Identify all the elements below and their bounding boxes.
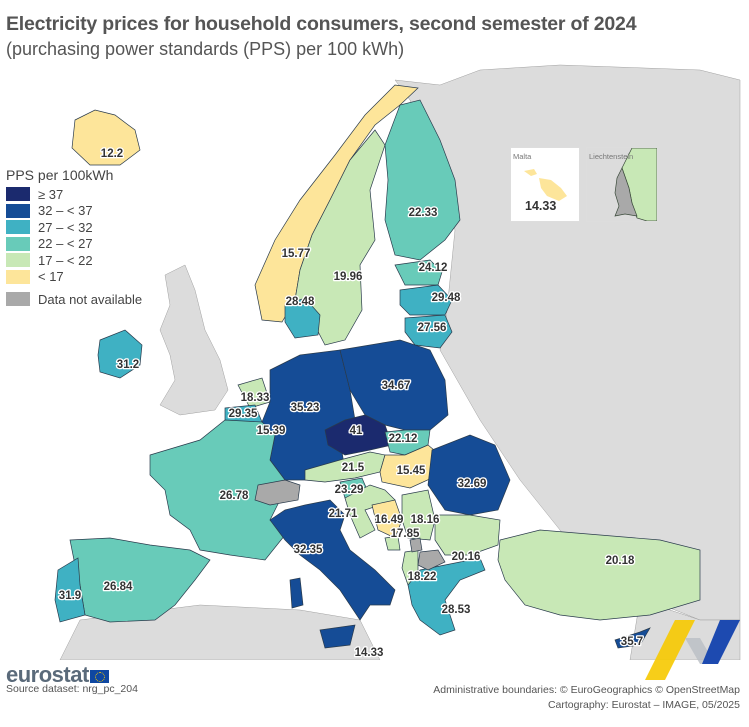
legend-swatch [6, 253, 30, 268]
inset-value: 14.33 [525, 199, 557, 213]
value-label-france: 26.78 [220, 490, 249, 502]
value-label-netherlands: 18.33 [241, 392, 270, 404]
country-italy [269, 499, 396, 649]
legend-item: 32 – < 37 [6, 203, 142, 220]
legend-label: 32 – < 37 [38, 203, 93, 219]
inset-malta: Malta 14.33 [510, 147, 580, 222]
choropleth-labels: 12.2 15.77 19.96 22.33 24.12 29.48 27.56 28.48 3… [58, 147, 645, 660]
value-label-italy: 32.35 [294, 544, 323, 556]
legend-label: Data not available [38, 291, 143, 307]
credit-boundaries: Administrative boundaries: © EuroGeograp… [433, 684, 740, 696]
country-kosovo [409, 537, 423, 553]
value-label-greece: 28.53 [442, 604, 471, 616]
country-bulgaria [434, 514, 501, 556]
legend-item: ≥ 37 [6, 186, 142, 203]
value-label-croatia: 21.71 [329, 508, 358, 520]
country-turkiye [497, 529, 701, 621]
value-label-cyprus: 35.7 [621, 636, 643, 648]
legend-label: ≥ 37 [38, 186, 64, 202]
inset-label: Liechtenstein [589, 152, 634, 161]
map-subtitle: (purchasing power standards (PPS) per 10… [6, 39, 405, 59]
legend-swatch [6, 236, 30, 251]
eurostat-logo: eurostat [6, 662, 109, 688]
country-estonia [394, 259, 443, 286]
value-label-montenegro: 17.85 [391, 528, 420, 540]
value-label-bosnia: 16.49 [375, 514, 404, 526]
liechtenstein-shape [614, 148, 657, 221]
inset-liechtenstein: Liechtenstein [586, 147, 658, 222]
legend-swatch [6, 203, 30, 218]
legend-swatch [6, 269, 30, 284]
value-label-denmark: 28.48 [286, 296, 315, 308]
value-label-hungary: 15.45 [397, 465, 426, 477]
value-label-belgium: 29.35 [229, 408, 258, 420]
country-denmark [284, 297, 321, 339]
value-label-sweden: 19.96 [334, 271, 363, 283]
choropleth-countries [54, 84, 701, 649]
value-label-serbia: 18.16 [411, 514, 440, 526]
eurostat-graphic [645, 620, 740, 680]
legend-label: 17 – < 22 [38, 252, 93, 268]
value-label-poland: 34.67 [382, 380, 411, 392]
value-label-slovenia: 23.29 [335, 484, 364, 496]
legend-swatch [6, 220, 30, 235]
legend-swatch [6, 187, 30, 202]
value-label-luxembourg: 15.39 [257, 425, 286, 437]
value-label-austria: 21.5 [342, 462, 365, 474]
country-northmacedonia [417, 549, 446, 571]
country-uk [159, 264, 229, 416]
country-bosnia [371, 499, 403, 539]
legend-swatch [6, 292, 30, 307]
logo-text: eurostat [6, 662, 89, 687]
country-serbia [401, 489, 436, 541]
legend-label: 22 – < 27 [38, 236, 93, 252]
country-switzerland [254, 479, 301, 506]
legend-item: 22 – < 27 [6, 236, 142, 253]
value-label-finland: 22.33 [409, 207, 438, 219]
legend-item: < 17 [6, 269, 142, 286]
country-romania [427, 434, 511, 516]
map-title: Electricity prices for household consume… [6, 13, 637, 35]
country-finland [384, 99, 461, 261]
legend-item: 27 – < 32 [6, 219, 142, 236]
value-label-bulgaria: 20.16 [452, 551, 481, 563]
country-greece [407, 557, 486, 636]
value-label-turkiye: 20.18 [606, 555, 635, 567]
legend-title: PPS per 100kWh [6, 167, 114, 183]
value-label-estonia: 24.12 [419, 262, 448, 274]
country-sweden [294, 129, 386, 346]
legend-label: 27 – < 32 [38, 219, 93, 235]
inset-label: Malta [513, 152, 532, 161]
value-label-spain: 26.84 [104, 581, 133, 593]
country-lithuania [404, 314, 453, 349]
value-label-iceland: 12.2 [101, 148, 123, 160]
value-label-albania: 18.22 [408, 571, 437, 583]
legend: PPS per 100kWh ≥ 37 32 – < 37 27 – < 32 … [6, 167, 142, 308]
malta-shape [524, 169, 567, 201]
value-label-germany: 35.23 [291, 402, 320, 414]
value-label-czechia: 41 [350, 425, 363, 437]
value-label-romania: 32.69 [458, 478, 487, 490]
legend-label: < 17 [38, 269, 64, 285]
value-label-malta: 14.33 [355, 647, 384, 659]
value-label-latvia: 29.48 [432, 292, 461, 304]
legend-item: 17 – < 22 [6, 252, 142, 269]
credits: Administrative boundaries: © EuroGeograp… [433, 683, 740, 713]
value-label-slovakia: 22.12 [389, 433, 418, 445]
value-label-portugal: 31.9 [59, 590, 81, 602]
credit-cartography: Cartography: Eurostat – IMAGE, 05/2025 [547, 699, 740, 711]
country-portugal [54, 557, 86, 623]
country-montenegro [384, 535, 401, 551]
value-label-ireland: 31.2 [117, 359, 139, 371]
value-label-lithuania: 27.56 [418, 322, 447, 334]
country-iceland [71, 109, 141, 166]
source-dataset: Source dataset: nrg_pc_204 [6, 683, 138, 695]
eu-flag-icon [89, 670, 109, 683]
legend-item-na: Data not available [6, 291, 142, 308]
value-label-norway: 15.77 [282, 248, 311, 260]
country-cyprus [614, 627, 651, 649]
country-ireland [97, 329, 143, 379]
